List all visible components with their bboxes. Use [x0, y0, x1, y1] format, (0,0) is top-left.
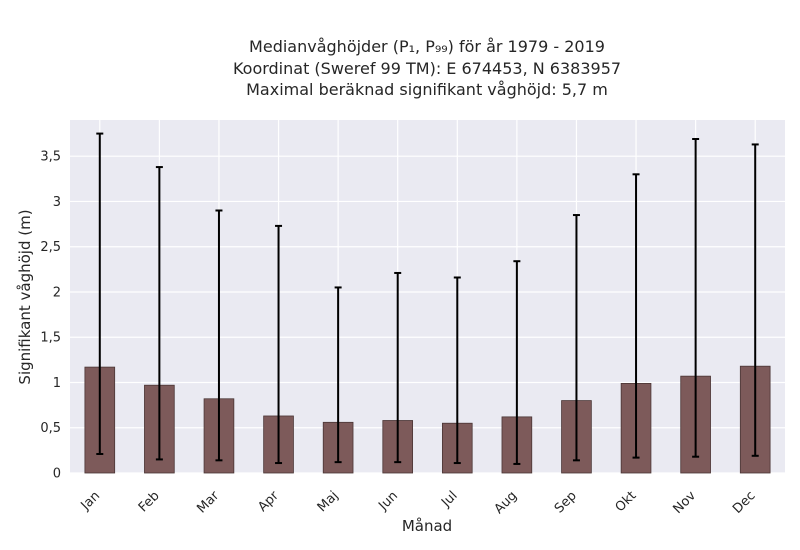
title-line-3: Maximal beräknad signifikant våghöjd: 5,…	[246, 80, 608, 99]
error-bars	[96, 132, 759, 465]
x-tick-label: Jul	[438, 488, 460, 510]
error-bar-jan	[96, 132, 104, 455]
error-bar-dec	[751, 143, 759, 457]
y-tick-label: 3,5	[40, 150, 61, 165]
error-bar-nov	[692, 138, 700, 458]
x-tick-label: Aug	[492, 488, 521, 517]
x-tick-label: Jun	[375, 488, 401, 514]
y-tick-label: 3	[53, 195, 61, 210]
error-bar-okt	[632, 173, 640, 459]
error-bar-jul	[453, 276, 461, 465]
x-tick-label: Sep	[552, 488, 580, 516]
x-tick-label: Dec	[730, 488, 758, 516]
error-bar-sep	[572, 214, 580, 462]
chart-title: Medianvåghöjder (P₁, P₉₉) för år 1979 - …	[233, 37, 621, 99]
x-tick-label: Maj	[315, 488, 342, 515]
x-tick-label: Apr	[255, 488, 282, 515]
error-bar-feb	[155, 166, 163, 461]
x-tick-label: Okt	[613, 488, 640, 515]
x-tick-label: Feb	[136, 488, 163, 515]
y-tick-label: 2	[53, 285, 61, 300]
error-bar-aug	[513, 260, 521, 465]
x-tick-label: Jan	[78, 488, 103, 513]
error-bar-jun	[394, 271, 402, 464]
y-tick-label: 1	[53, 376, 61, 391]
x-tick-label: Nov	[670, 488, 699, 517]
y-axis-label: Signifikant våghöjd (m)	[16, 209, 34, 384]
error-bar-maj	[334, 286, 342, 464]
error-bar-apr	[275, 224, 283, 465]
y-tick-label: 1,5	[40, 331, 61, 346]
plot-area	[70, 120, 785, 473]
x-tick-label: Mar	[194, 488, 222, 516]
x-axis-label: Månad	[402, 517, 452, 535]
y-tick-labels: 0 0,5 1 1,5 2 2,5 3 3,5	[40, 150, 61, 482]
x-tick-labels: Jan Feb Mar Apr Maj Jun Jul Aug Sep Okt Nov Dec	[78, 488, 759, 517]
y-tick-label: 0,5	[40, 421, 61, 436]
title-line-2: Koordinat (Sweref 99 TM): E 674453, N 63…	[233, 59, 621, 78]
title-line-1: Medianvåghöjder (P₁, P₉₉) för år 1979 - …	[249, 37, 605, 56]
error-bar-mar	[215, 209, 223, 462]
y-tick-label: 0	[53, 467, 61, 482]
y-tick-label: 2,5	[40, 240, 61, 255]
